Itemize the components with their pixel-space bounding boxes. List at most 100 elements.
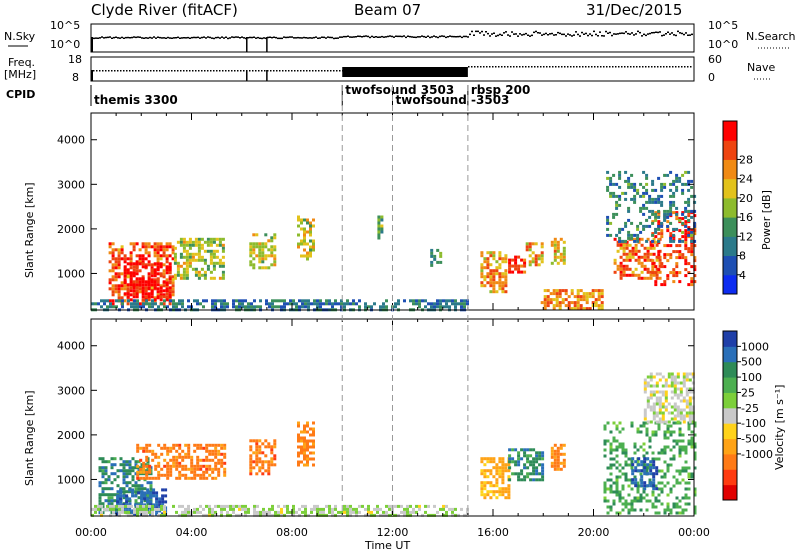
echo-cell (157, 473, 161, 477)
echo-cell (182, 276, 186, 280)
freq-point (291, 70, 293, 72)
echo-cell (576, 289, 580, 293)
echo-cell (307, 305, 310, 309)
freq-label-1: Freq. (8, 56, 35, 69)
echo-cell (553, 258, 557, 262)
nsky-point (103, 37, 105, 39)
power-heatmap (91, 170, 697, 312)
echo-cell (139, 510, 142, 514)
echo-cell (162, 248, 166, 252)
echo-cell (249, 454, 253, 458)
echo-cell (603, 427, 607, 431)
echo-cell (289, 299, 292, 303)
echo-cell (142, 302, 145, 306)
echo-cell (212, 249, 216, 253)
echo-cell (646, 267, 650, 271)
freq-point (237, 70, 239, 72)
echo-cell (208, 452, 212, 456)
echo-cell (130, 504, 133, 508)
nsky-point (515, 33, 517, 35)
echo-cell (679, 399, 683, 403)
echo-cell (540, 254, 544, 258)
echo-cell (346, 299, 349, 303)
echo-cell (433, 305, 436, 309)
echo-cell (261, 266, 265, 270)
echo-cell (576, 304, 580, 308)
echo-cell (171, 287, 175, 291)
echo-cell (660, 235, 664, 239)
echo-cell (669, 212, 673, 216)
echo-cell (298, 507, 301, 511)
echo-cell (651, 212, 655, 216)
echo-cell (657, 427, 661, 431)
echo-cell (304, 510, 307, 514)
echo-cell (178, 302, 181, 306)
echo-cell (556, 249, 560, 253)
echo-cell (194, 240, 198, 244)
echo-cell (666, 173, 670, 177)
echo-cell (636, 481, 640, 485)
echo-cell (594, 304, 598, 308)
echo-cell (643, 487, 647, 491)
echo-cell (252, 466, 256, 470)
nsky-point (531, 34, 533, 37)
echo-cell (669, 430, 673, 434)
echo-cell (691, 408, 695, 412)
echo-cell (141, 245, 145, 249)
echo-cell (188, 261, 192, 265)
echo-cell (316, 302, 319, 306)
echo-cell (157, 305, 160, 309)
echo-cell (451, 513, 454, 517)
echo-cell (678, 253, 682, 257)
nsky-point (597, 35, 599, 37)
echo-cell (303, 236, 306, 240)
echo-cell (191, 267, 195, 271)
freq-point (519, 66, 521, 68)
echo-cell (150, 278, 154, 282)
echo-cell (621, 472, 625, 476)
echo-cluster (508, 448, 545, 482)
echo-cell (193, 470, 197, 474)
echo-cell (196, 467, 200, 471)
echo-cell (693, 200, 697, 204)
echo-cell (116, 490, 120, 494)
echo-cell (181, 467, 185, 471)
echo-cell (223, 455, 227, 459)
echo-cell (312, 442, 315, 446)
echo-cell (205, 467, 209, 471)
echo-cell (178, 461, 182, 465)
echo-cell (684, 460, 688, 464)
echo-cell (661, 411, 665, 415)
echo-cell (193, 507, 196, 511)
echo-cell (631, 255, 635, 259)
nsky-point (223, 37, 225, 39)
echo-cell (160, 467, 164, 471)
echo-cell (188, 264, 192, 268)
echo-cell (215, 249, 219, 253)
echo-cell (643, 469, 647, 473)
nsky-point (403, 35, 405, 37)
echo-cell (486, 457, 490, 461)
echo-cell (118, 299, 121, 303)
echo-cell (249, 245, 253, 249)
echo-cell (657, 493, 661, 497)
echo-cell (217, 504, 220, 508)
power-colorbar-tick-label: 20 (739, 192, 753, 205)
echo-cell (501, 478, 505, 482)
echo-cell (634, 466, 638, 470)
echo-cell (678, 505, 682, 509)
echo-cell (205, 446, 209, 450)
echo-cell (109, 504, 112, 508)
echo-cell (267, 466, 271, 470)
echo-cell (298, 513, 301, 517)
echo-cell (214, 446, 218, 450)
echo-cell (618, 490, 622, 494)
echo-cell (209, 240, 213, 244)
freq-point (288, 70, 290, 72)
echo-cell (534, 257, 538, 261)
freq-point (597, 66, 599, 68)
echo-cell (606, 218, 610, 222)
echo-cell (258, 251, 262, 255)
echo-cell (185, 240, 189, 244)
echo-cell (122, 460, 126, 464)
